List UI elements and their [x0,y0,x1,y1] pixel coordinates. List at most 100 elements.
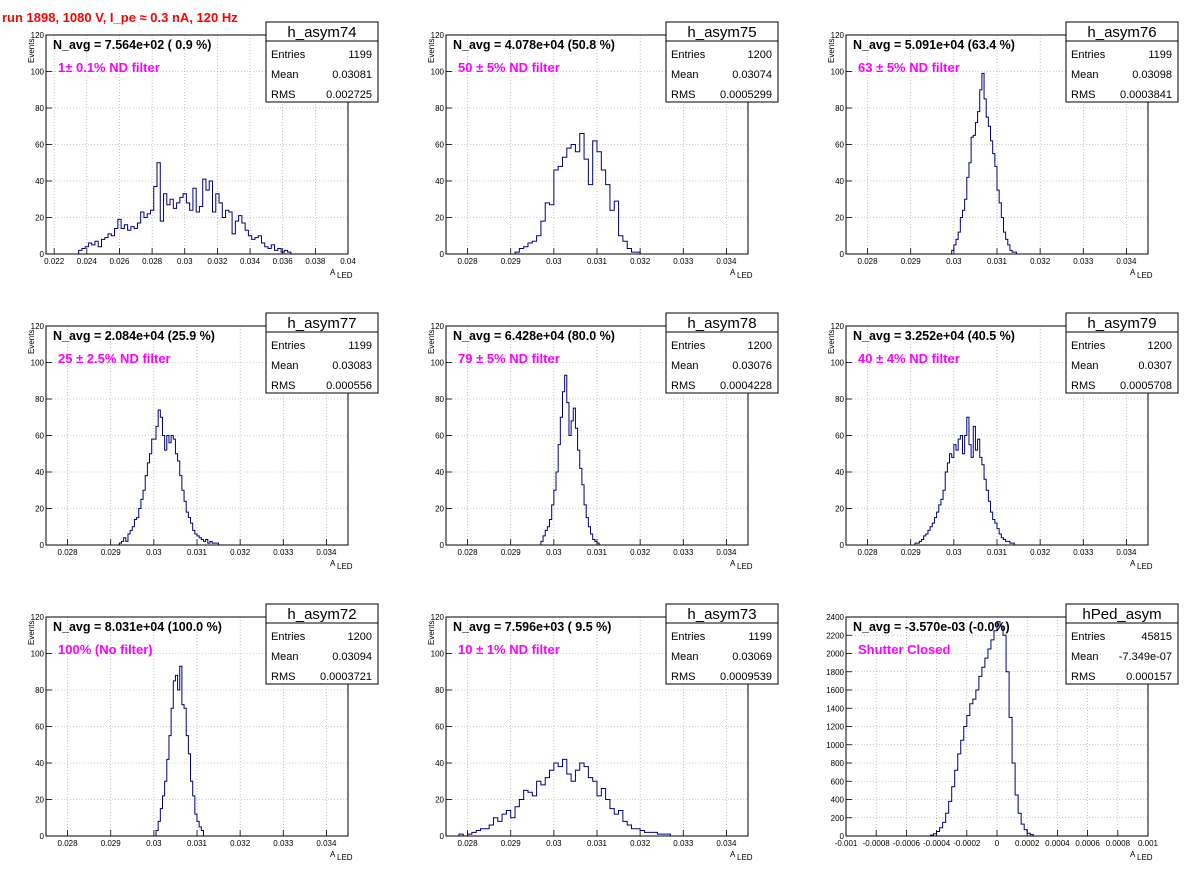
n-avg-label: N_avg = 3.252e+04 (40.5 %) [853,329,1015,343]
y-tick-label: 0 [840,541,845,550]
histogram-bin [511,818,515,836]
stats-rms-value: 0.000157 [1126,671,1172,683]
stats-box [665,312,779,394]
histogram-bin [182,705,184,836]
stats-mean-value: 0.03074 [732,69,772,81]
x-tick-label: 0.029 [501,257,522,266]
histogram-bin [199,207,202,254]
canvas-title: run 1898, 1080 V, I_pe ≈ 0.3 nA, 120 Hz [2,10,238,25]
n-avg-label: N_avg = 7.564e+02 ( 0.9 %) [53,38,211,52]
histogram-bin [562,157,566,254]
x-tick-label: 0.03 [146,839,162,848]
histogram-bin [606,800,610,837]
x-tick-label: 0.031 [587,548,608,557]
y-tick-label: 60 [835,141,844,150]
y-tick-label: 80 [835,395,844,404]
histogram-bin [160,417,162,545]
histogram-bin [554,170,558,254]
histogram-bin [173,439,175,545]
y-tick-label: 120 [831,322,845,331]
histogram-bin [177,203,180,254]
y-tick-label: 60 [435,141,444,150]
histogram-line [78,162,292,254]
x-tick-label: 0.036 [273,257,294,266]
histogram-bin [567,774,571,836]
histogram-bin [980,90,982,254]
histogram-bin [947,463,949,545]
stats-mean-value: 0.03076 [732,360,772,372]
x-tick-label: 0.031 [587,839,608,848]
y-tick-label: 100 [31,68,45,77]
histogram-panel-h_asym76: 0.028 0.029 0.03 0.031 0.032 0.033 0.034 0 20 40 6… [827,21,1179,280]
histogram-bin [528,243,532,254]
histogram-bin [213,212,216,254]
histogram-bin [588,778,592,836]
histogram-bin [137,518,139,545]
n-avg-label: N_avg = 5.091e+04 (63.4 %) [853,38,1015,52]
y-tick-label: 1400 [826,704,844,713]
x-axis-label-subscript: LED [337,271,353,280]
filter-label: Shutter Closed [858,642,951,657]
n-avg-label: N_avg = 8.031e+04 (100.0 %) [53,620,222,634]
histogram-bin [126,541,128,545]
y-tick-label: 20 [435,214,444,223]
x-tick-label: 0.031 [187,548,208,557]
y-tick-label: 2400 [826,613,844,622]
histogram-bin [154,439,156,545]
histogram-bin [954,445,956,545]
histogram-bin [162,436,164,546]
histogram-panel-h_asym74: 0.022 0.024 0.026 0.028 0.03 0.032 0.034 0.036 0… [27,21,379,280]
stats-rms-label: RMS [271,89,295,101]
histogram-panel-h_asym73: 0.028 0.029 0.03 0.031 0.032 0.033 0.034 0 20 40 6… [427,603,779,862]
n-avg-label: N_avg = 4.078e+04 (50.8 %) [453,38,615,52]
stats-rms-value: 0.002725 [326,89,372,101]
filter-label: 79 ± 5% ND filter [458,351,560,366]
histogram-bin [982,667,985,836]
filter-label: 40 ± 4% ND filter [858,351,960,366]
histogram-bin [515,807,519,836]
y-tick-label: 60 [835,432,844,441]
y-tick-label: 40 [435,177,444,186]
histogram-bin [1006,541,1008,545]
y-axis-label: Events [27,39,36,63]
y-tick-label: 40 [435,759,444,768]
x-tick-label: 0.028 [58,839,79,848]
y-axis-label: Events [27,621,36,645]
x-axis-label-subscript: LED [337,853,353,862]
histogram-name: h_asym77 [287,315,356,332]
histogram-bin [476,831,480,836]
histogram-bin [988,126,990,254]
y-tick-label: 120 [431,613,445,622]
histogram-bin [584,767,588,836]
stats-rms-label: RMS [1071,89,1095,101]
x-tick-label: 0.033 [1073,548,1094,557]
n-avg-label: N_avg = 6.428e+04 (80.0 %) [453,329,615,343]
histogram-bin [541,221,545,254]
x-tick-label: 0.033 [673,548,694,557]
stats-entries-value: 1200 [1148,340,1172,352]
y-tick-label: 40 [35,468,44,477]
y-axis-label: Events [427,621,436,645]
y-tick-label: 0 [440,541,445,550]
stats-mean-value: -7.349e-07 [1119,651,1172,663]
histogram-bin [982,73,984,254]
histogram-bin [975,450,977,545]
histogram-bin [175,454,177,545]
x-tick-label: 0.034 [716,839,737,848]
histogram-bin [984,99,986,254]
histogram-bin [979,676,982,836]
x-tick-label: 0.033 [1073,257,1094,266]
stats-rms-value: 0.0005299 [720,89,772,101]
histogram-panel-h_asym78: 0.028 0.029 0.03 0.031 0.032 0.033 0.034 0 20 40 6… [427,312,779,571]
stats-mean-label: Mean [1071,69,1099,81]
histogram-bin [519,800,523,837]
histogram-bin [971,457,973,545]
histogram-bin [575,770,579,836]
histogram-bin [597,152,601,254]
stats-rms-label: RMS [671,380,695,392]
histogram-bin [150,454,152,545]
filter-label: 10 ± 1% ND filter [458,642,560,657]
filter-label: 100% (No filter) [58,642,153,657]
stats-rms-value: 0.0003841 [1120,89,1172,101]
stats-mean-label: Mean [671,651,699,663]
